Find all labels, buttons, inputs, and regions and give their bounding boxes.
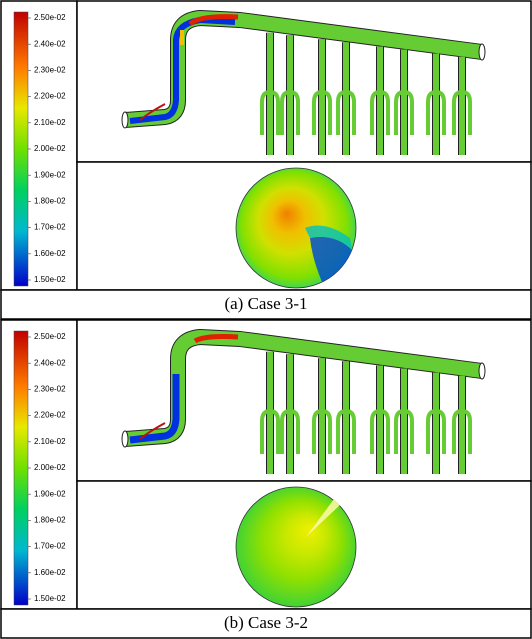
- colorbar-label: 1.90e-02: [34, 489, 66, 498]
- colorbar-label: 1.80e-02: [34, 516, 66, 525]
- colorbar-label: 1.60e-02: [34, 568, 66, 577]
- colorbar-label: 2.50e-02: [34, 332, 66, 341]
- colorbar-label: 1.50e-02: [34, 594, 66, 603]
- colorbar-label: 2.20e-02: [34, 411, 66, 420]
- colorbar-label: 2.40e-02: [34, 358, 66, 367]
- outlet-end: [479, 363, 485, 379]
- panel: 2.50e-02 2.40e-02 2.30e-02 2.20e-02 2.10e-02…: [1, 1, 531, 319]
- colorbar-label: 1.70e-02: [34, 542, 66, 551]
- figure: 2.50e-02 2.40e-02 2.30e-02 2.20e-02 2.10e-02…: [0, 0, 532, 639]
- colorbar-label: 1.90e-02: [34, 170, 66, 179]
- colorbar-label: 1.60e-02: [34, 249, 66, 258]
- colorbar-label: 2.40e-02: [34, 39, 66, 48]
- colorbar-label: 2.30e-02: [34, 66, 66, 75]
- colorbar-label: 1.80e-02: [34, 197, 66, 206]
- inlet-end: [122, 431, 128, 447]
- colorbar-label: 1.70e-02: [34, 223, 66, 232]
- panel: 2.50e-02 2.40e-02 2.30e-02 2.20e-02 2.10e-02…: [1, 320, 531, 638]
- colorbar-label: 2.00e-02: [34, 463, 66, 472]
- colorbar-label: 2.30e-02: [34, 385, 66, 394]
- colorbar-label: 2.00e-02: [34, 144, 66, 153]
- colorbar-label: 2.10e-02: [34, 437, 66, 446]
- outlet-end: [479, 44, 485, 60]
- colorbar-label: 2.20e-02: [34, 92, 66, 101]
- colorbar-label: 1.50e-02: [34, 275, 66, 284]
- colorbar: [14, 12, 28, 286]
- colorbar-label: 2.10e-02: [34, 118, 66, 127]
- colorbar: [14, 331, 28, 605]
- caption: (b) Case 3-2: [224, 613, 308, 632]
- inlet-end: [122, 112, 128, 128]
- colorbar-label: 2.50e-02: [34, 13, 66, 22]
- caption: (a) Case 3-1: [224, 294, 307, 313]
